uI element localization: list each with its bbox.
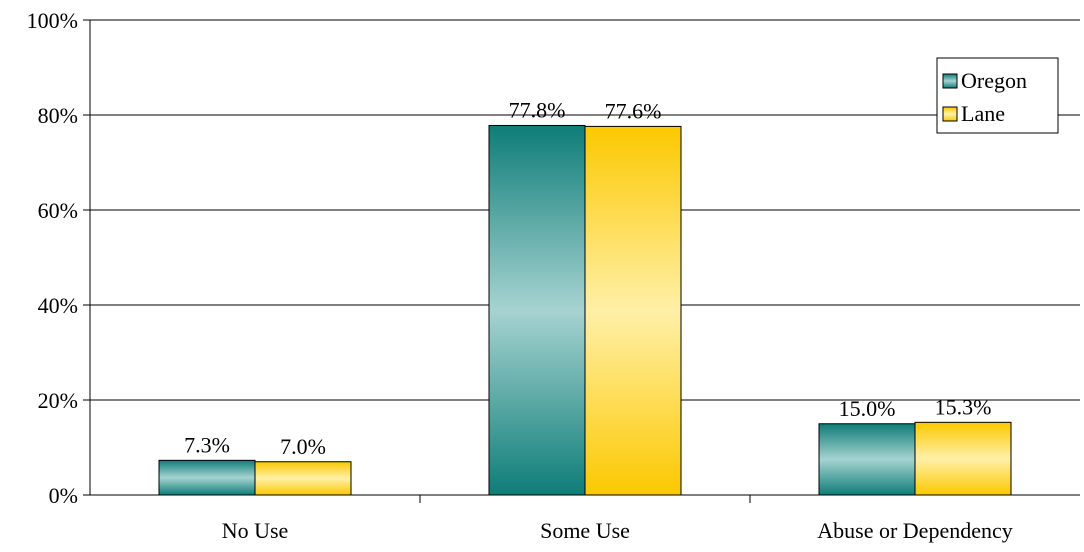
data-label: 7.0% bbox=[280, 434, 326, 459]
y-tick-label: 100% bbox=[27, 8, 78, 33]
bar-lane-abuse-or-dependency bbox=[914, 421, 1012, 496]
data-label: 77.8% bbox=[509, 97, 566, 122]
bar-oregon-some-use bbox=[488, 124, 586, 496]
legend-swatch-oregon bbox=[942, 73, 958, 89]
data-label: 7.3% bbox=[184, 432, 230, 457]
legend-swatch-lane bbox=[942, 106, 958, 122]
y-tick-label: 0% bbox=[49, 483, 78, 508]
legend-label-oregon: Oregon bbox=[961, 68, 1027, 93]
data-label: 15.3% bbox=[935, 394, 992, 419]
data-label: 77.6% bbox=[605, 98, 662, 123]
bar-lane-no-use bbox=[254, 461, 352, 496]
data-label: 15.0% bbox=[839, 396, 896, 421]
x-category-label: No Use bbox=[222, 518, 289, 543]
y-tick-label: 60% bbox=[38, 198, 78, 223]
y-tick-label: 20% bbox=[38, 388, 78, 413]
bar-oregon-no-use bbox=[158, 459, 256, 496]
bar-oregon-abuse-or-dependency bbox=[818, 423, 916, 496]
bar-lane-some-use bbox=[584, 125, 682, 496]
y-tick-label: 80% bbox=[38, 103, 78, 128]
legend-label-lane: Lane bbox=[961, 101, 1005, 126]
legend: Oregon Lane bbox=[936, 57, 1059, 134]
y-tick-label: 40% bbox=[38, 293, 78, 318]
x-category-label: Some Use bbox=[540, 518, 630, 543]
x-category-label: Abuse or Dependency bbox=[817, 518, 1013, 543]
